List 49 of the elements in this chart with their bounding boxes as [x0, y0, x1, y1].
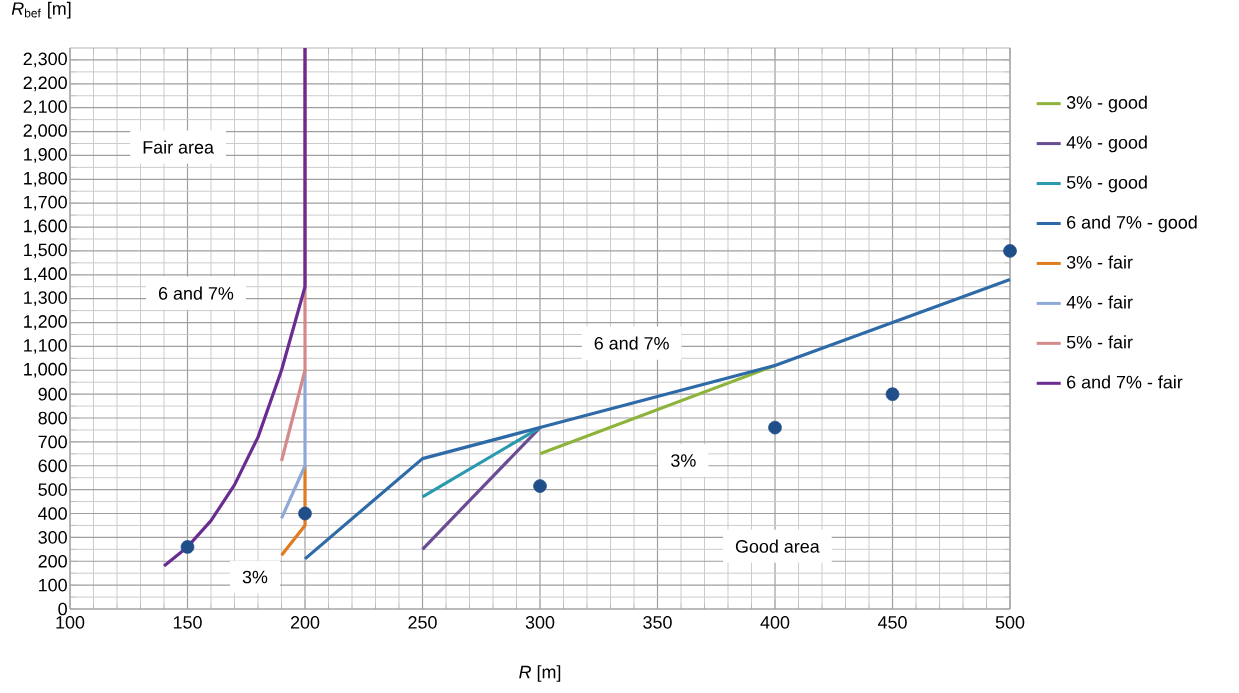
y-tick-label: 1,200	[24, 315, 67, 330]
legend-label: 5% - fair	[1066, 335, 1133, 349]
y-tick-label: 1,000	[24, 362, 67, 378]
legend-label: 3% - fair	[1066, 255, 1133, 269]
x-tick-label: 250	[408, 616, 437, 629]
y-tick-label: 0	[58, 602, 67, 616]
y-tick-label: 2,100	[23, 100, 67, 116]
y-tick-label: 700	[38, 435, 67, 449]
x-tick-label: 450	[877, 616, 907, 629]
annotation: Good area	[735, 539, 820, 553]
legend-label: 5% - good	[1066, 175, 1147, 193]
y-tick-label: 1,900	[24, 148, 67, 163]
y-tick-label: 1,800	[24, 171, 67, 187]
annotation: 3%	[242, 570, 268, 584]
y-tick-label: 1,500	[24, 243, 67, 259]
y-tick-label: 2,200	[23, 76, 67, 92]
legend-label: 4% - fair	[1066, 295, 1133, 309]
x-tick-label: 150	[173, 616, 202, 629]
y-tick-label: 600	[38, 459, 67, 473]
y-tick-label: 500	[38, 483, 67, 496]
y-tick-label: 2,000	[23, 124, 67, 139]
y-tick-label: 400	[38, 507, 67, 520]
y-tick-label: 1,100	[24, 338, 67, 354]
x-tick-label: 500	[995, 616, 1025, 629]
x-axis-title: R [m]	[519, 665, 561, 682]
y-tick-label: 100	[39, 578, 67, 592]
y-tick-label: 1,700	[24, 195, 67, 211]
y-tick-label: 300	[38, 531, 67, 544]
annotation: 6 and 7%	[158, 286, 234, 300]
legend-label: 6 and 7% - fair	[1067, 375, 1183, 389]
y-tick-label: 1,600	[24, 219, 67, 235]
annotation: 6 and 7%	[594, 336, 669, 350]
y-tick-label: 1,400	[24, 267, 67, 283]
y-tick-label: 900	[38, 387, 67, 401]
x-tick-label: 400	[760, 616, 790, 629]
x-tick-label: 300	[525, 616, 555, 629]
legend-label: 6 and 7% - good	[1067, 215, 1197, 233]
annotation: Fair area	[143, 140, 214, 154]
legend-label: 4% - good	[1066, 135, 1147, 153]
y-axis-title: R$_{bef}$ [m]	[11, 1, 71, 19]
y-tick-label: 2,300	[23, 52, 67, 68]
x-tick-label: 350	[643, 616, 672, 629]
x-tick-label: 200	[290, 616, 320, 629]
y-tick-label: 800	[38, 411, 67, 425]
legend-label: 3% - good	[1066, 95, 1147, 113]
annotation: 3%	[671, 454, 696, 467]
y-tick-label: 200	[38, 554, 67, 568]
x-tick-label: 100	[56, 616, 85, 629]
y-tick-label: 1,300	[24, 291, 67, 307]
